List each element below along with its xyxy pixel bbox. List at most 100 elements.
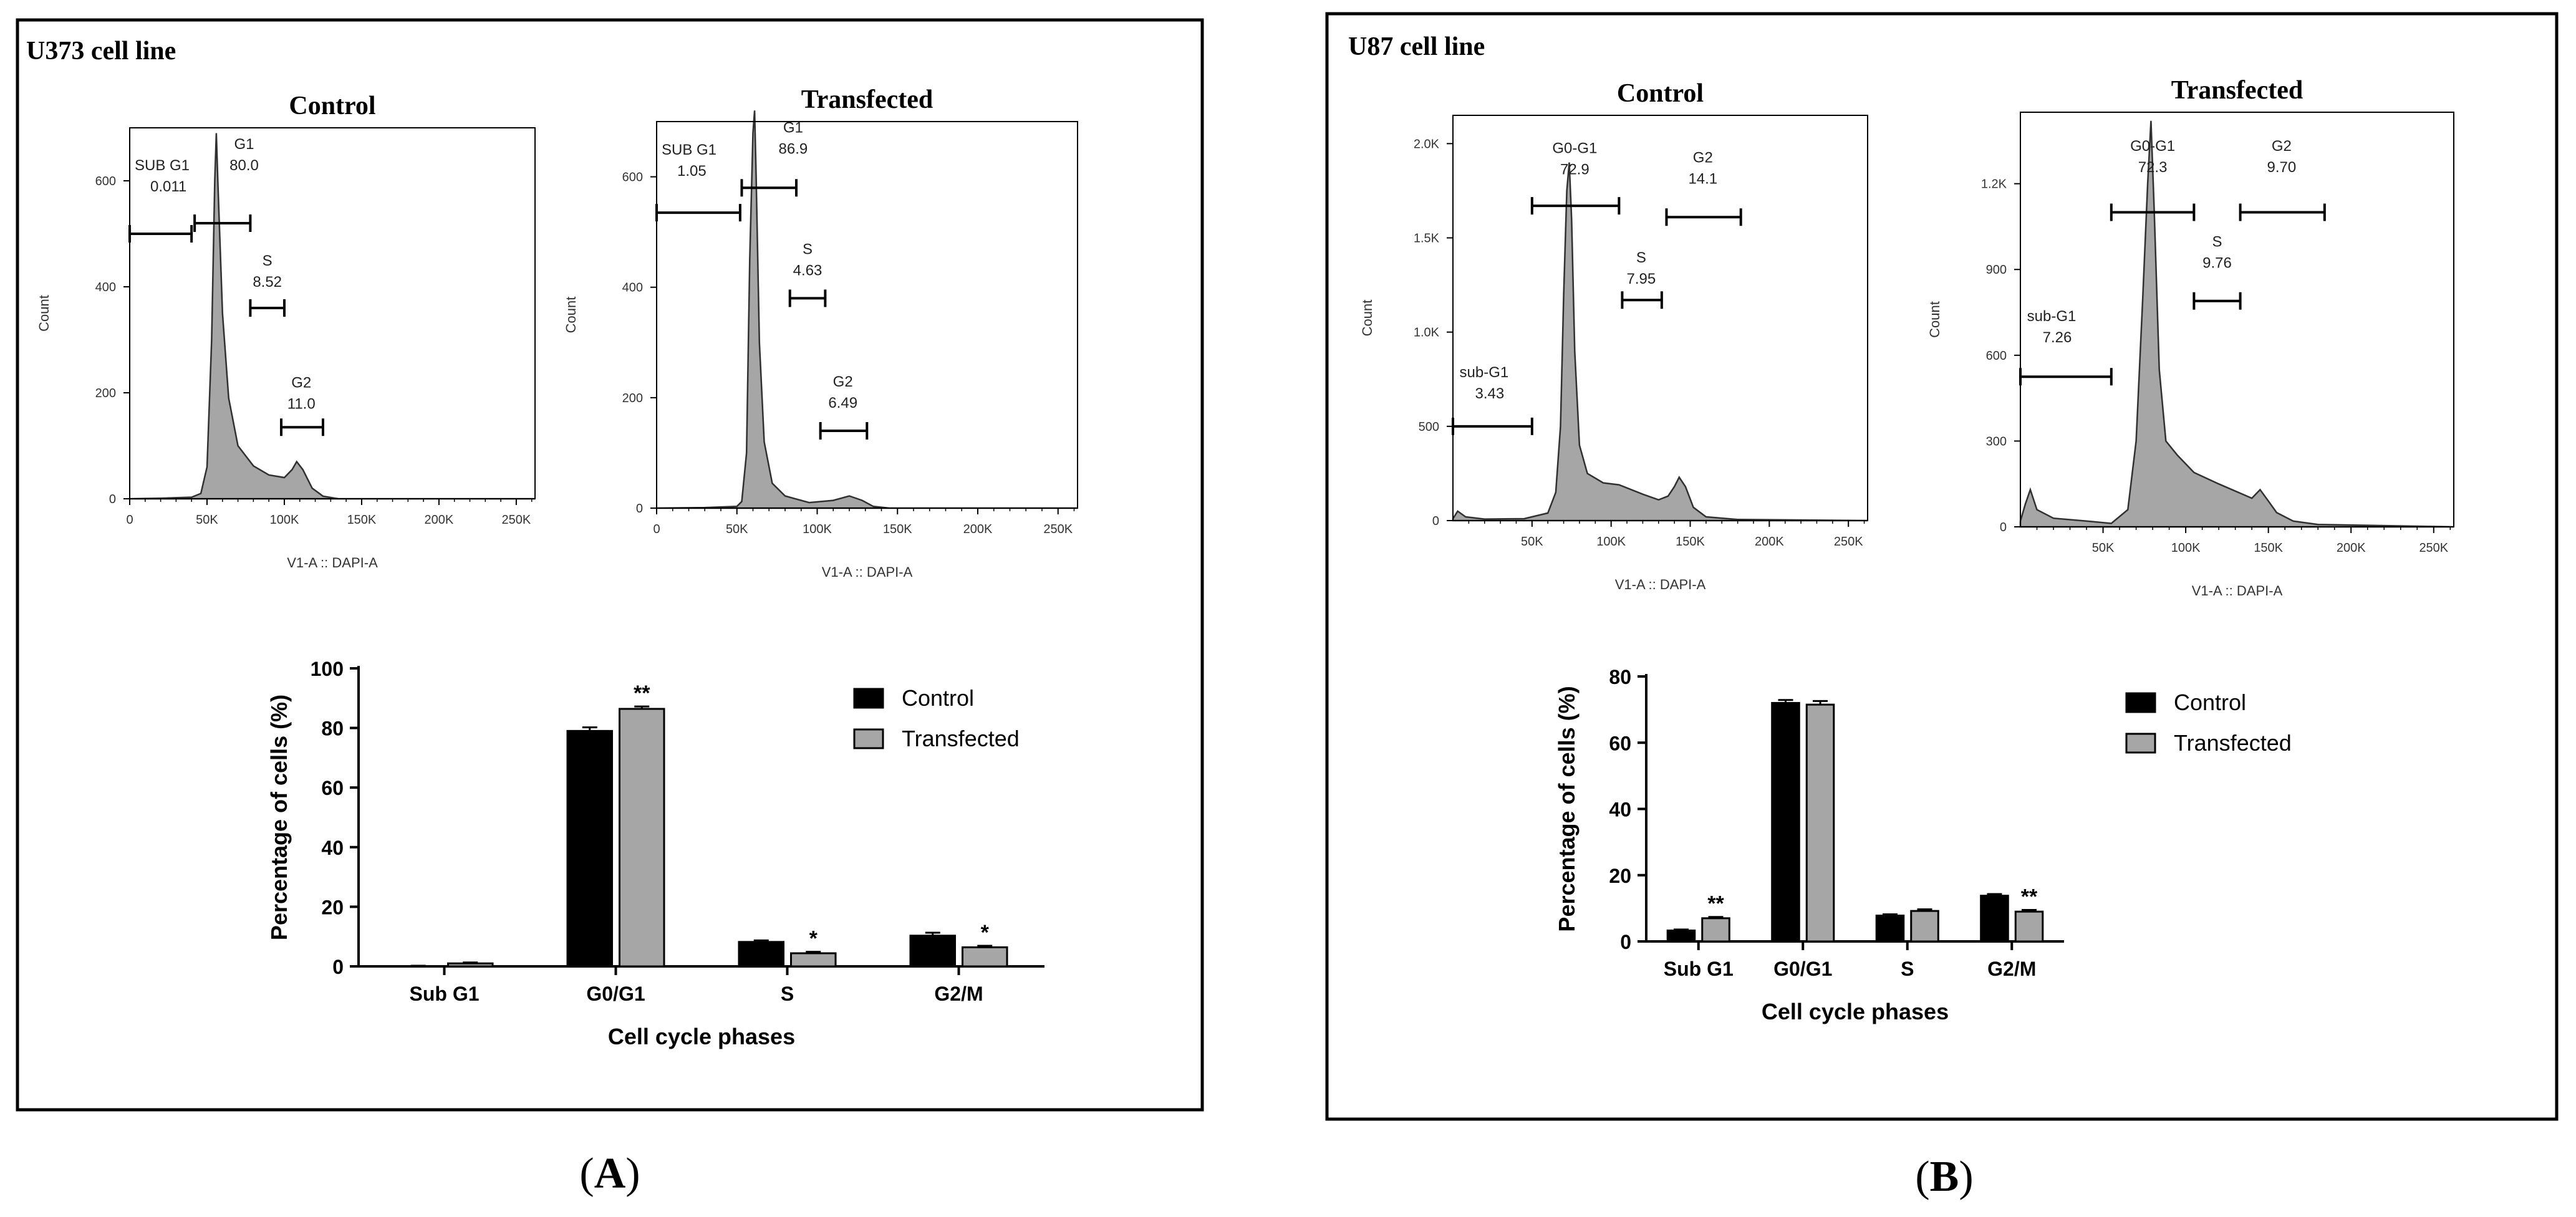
gate-value: 4.63 <box>793 262 822 279</box>
gate-name: SUB G1 <box>135 157 190 174</box>
gate-name: G2 <box>833 373 853 390</box>
y-tick-label: 20 <box>1609 865 1631 887</box>
histogram-plot-frame <box>656 121 1078 509</box>
histogram-y-label: Count <box>36 295 52 332</box>
y-tick-label: 900 <box>1986 263 2007 277</box>
x-tick-label: 150K <box>347 513 377 527</box>
gate-value: 80.0 <box>229 157 259 174</box>
bar-x-label: Cell cycle phases <box>608 1024 795 1049</box>
gate-g2: G2 6.49 <box>819 373 869 440</box>
significance-marker: ** <box>2021 885 2038 909</box>
y-tick-label: 2.0K <box>1414 137 1440 151</box>
category-label: Sub G1 <box>1664 958 1734 980</box>
bar-transfected <box>1805 703 1835 943</box>
gate-value: 9.70 <box>2267 159 2297 176</box>
y-tick-label: 0 <box>1432 514 1439 528</box>
y-tick-label: 40 <box>1609 799 1631 821</box>
x-tick-label: 50K <box>2092 541 2115 555</box>
x-tick-label: 50K <box>726 522 748 536</box>
gate-sub-g1: sub-G1 3.43 <box>1452 364 1533 435</box>
legend-swatch-transfected <box>2125 733 2156 754</box>
bar-control <box>1666 929 1696 943</box>
gate-value: 6.49 <box>828 395 857 411</box>
bar-control <box>566 729 613 968</box>
legend-swatch-transfected <box>853 728 884 749</box>
x-tick-label: 200K <box>425 513 454 527</box>
y-tick-label: 1.2K <box>1981 178 2007 191</box>
category-label: G2/M <box>934 983 983 1005</box>
y-tick-label: 0 <box>2000 521 2007 534</box>
x-tick-label: 150K <box>883 522 912 536</box>
gate-name: SUB G1 <box>662 142 716 158</box>
cell-line-title: U87 cell line <box>1348 32 1485 61</box>
category-label: Sub G1 <box>409 983 479 1005</box>
bar-control <box>1771 702 1800 943</box>
bar-control <box>1875 915 1905 943</box>
histogram-x-label: V1-A :: DAPI-A <box>822 564 913 580</box>
gate-value: 72.9 <box>1560 161 1589 178</box>
panel-a: U373 cell line (A) Control 0 50K 100K 150K 200K… <box>16 18 1204 1198</box>
histogram-y-label: Count <box>1927 301 1942 338</box>
histogram-plot-frame <box>1452 115 1868 521</box>
gate-sub-g1: sub-G1 7.26 <box>2019 308 2113 386</box>
gate-name: sub-G1 <box>2027 308 2077 325</box>
gate-name: G2 <box>2272 138 2292 155</box>
gate-s: S 4.63 <box>788 241 827 307</box>
bar-transfected <box>2014 910 2044 943</box>
gate-g0-g1: G0-G1 72.3 <box>2110 138 2196 221</box>
gate-s: S 8.52 <box>249 253 286 317</box>
gate-s: S 9.76 <box>2192 234 2242 310</box>
gate-name: G0-G1 <box>1552 140 1597 156</box>
category-label: G2/M <box>1987 958 2036 980</box>
gate-name: G2 <box>291 375 311 392</box>
histogram-plot-frame <box>2020 112 2454 527</box>
panel-frame <box>1325 12 2559 1121</box>
histogram-transfected: Transfected 0 50K 100K 150K 200K 250K 0 200 400 60… <box>563 85 1078 580</box>
x-tick-label: 150K <box>1676 535 1705 549</box>
bar-chart: 0 20 40 60 80 Sub G1 ** G0/G1 S G2/M ** Cell cycle … <box>1554 666 2292 1024</box>
y-tick-label: 100 <box>311 658 344 680</box>
bar-control <box>1980 895 2009 943</box>
bar-transfected <box>619 708 665 968</box>
y-tick-label: 200 <box>95 387 116 400</box>
y-tick-label: 200 <box>622 392 643 405</box>
y-tick-label: 1.5K <box>1414 232 1440 246</box>
histogram-x-label: V1-A :: DAPI-A <box>287 555 378 570</box>
bar-control <box>738 941 784 968</box>
histogram-y-label: Count <box>563 297 579 334</box>
gate-value: 7.95 <box>1627 271 1656 287</box>
panel-b: U87 cell line (B) Control 50K 100K 150K 200K 25… <box>1325 12 2559 1201</box>
legend-swatch-control <box>853 688 884 709</box>
y-tick-label: 40 <box>321 837 344 859</box>
panel-letter: (A) <box>579 1150 640 1198</box>
y-tick-label: 80 <box>321 718 344 740</box>
significance-marker: * <box>981 921 990 945</box>
gate-value: 8.52 <box>253 274 282 291</box>
histogram-curve <box>656 110 1078 509</box>
bar-transfected <box>1910 910 1939 943</box>
x-tick-label: 250K <box>2419 541 2448 555</box>
x-tick-label: 200K <box>1755 535 1784 549</box>
histogram-y-label: Count <box>1359 300 1375 337</box>
x-tick-label: 250K <box>502 513 531 527</box>
gate-g0-g1: G0-G1 72.9 <box>1530 140 1621 215</box>
bar-y-label: Percentage of cells (%) <box>266 695 292 940</box>
y-tick-label: 20 <box>321 896 344 918</box>
x-tick-label: 200K <box>963 522 993 536</box>
gate-g1: G1 80.0 <box>193 136 259 232</box>
category-label: S <box>781 983 794 1005</box>
histogram-title: Transfected <box>2171 76 2303 105</box>
x-tick-label: 100K <box>1596 535 1626 549</box>
paren-close: ) <box>625 1150 640 1198</box>
gate-value: 86.9 <box>779 141 808 158</box>
legend-label: Control <box>902 685 974 711</box>
y-tick-label: 60 <box>321 777 344 799</box>
histogram-title: Control <box>289 92 375 120</box>
x-tick-label: 0 <box>653 522 660 536</box>
category-label: S <box>1901 958 1914 980</box>
significance-marker: ** <box>1707 892 1724 916</box>
paren-close: ) <box>1959 1153 1973 1201</box>
legend-label: Control <box>2174 690 2246 715</box>
panel-letter-text: B <box>1930 1153 1959 1201</box>
